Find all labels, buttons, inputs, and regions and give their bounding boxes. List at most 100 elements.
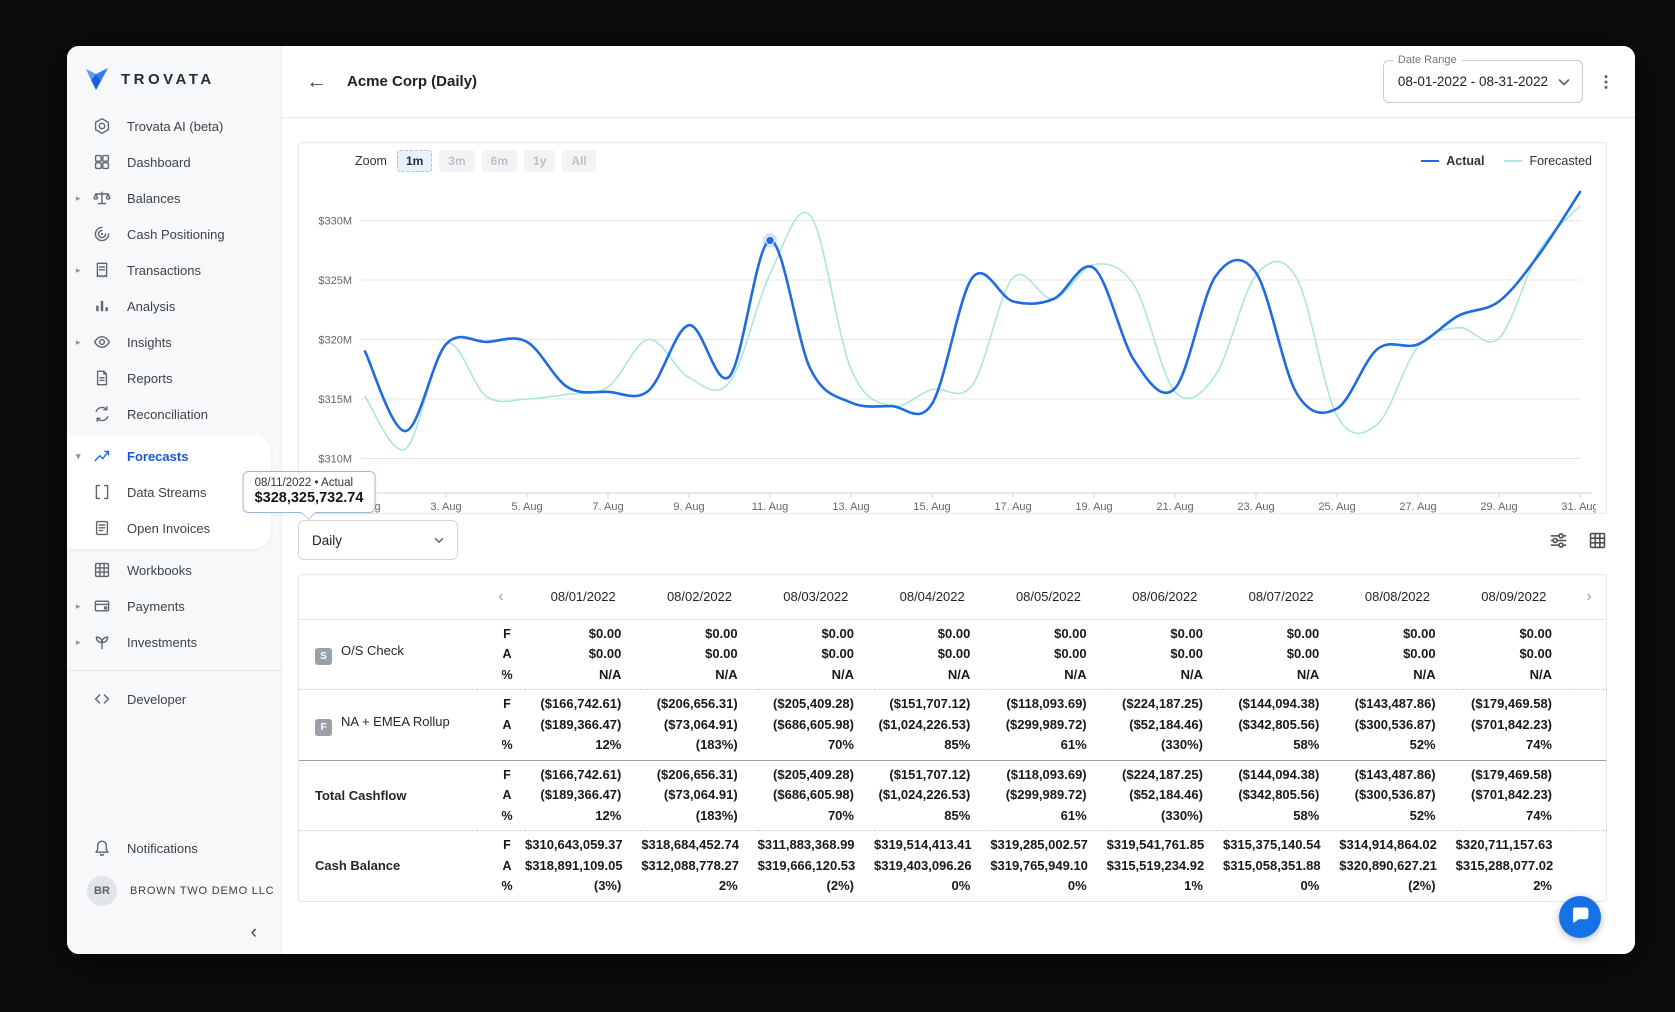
reports-icon [93, 369, 111, 387]
chevron-collapsed-icon[interactable]: ▸ [76, 264, 81, 275]
back-button[interactable]: ← [306, 70, 327, 93]
grid-view-icon[interactable] [1588, 531, 1607, 550]
sidebar-item-open-invoices[interactable]: Open Invoices [67, 510, 271, 546]
forecasts-nav-group: ▾ Forecasts Data Streams Open Invoices [67, 435, 271, 549]
sidebar-collapse-button[interactable]: ‹ [250, 922, 257, 943]
chevron-collapsed-icon[interactable]: ▸ [76, 636, 81, 647]
value-cell: ($151,707.12) ($1,024,226.53) 85% [873, 759, 991, 831]
sidebar: TROVATA Trovata AI (beta) Dashboard ▸ Balan… [67, 46, 282, 954]
metric-labels: F A% [501, 626, 513, 682]
chevron-collapsed-icon[interactable]: ▸ [76, 600, 81, 611]
dashboard-icon [93, 153, 111, 171]
sidebar-item-investments[interactable]: ▸ Investments [67, 624, 281, 660]
sidebar-item-label: Insights [127, 334, 172, 350]
sidebar-item-payments[interactable]: ▸ Payments [67, 588, 281, 624]
chevron-down-icon [1555, 73, 1573, 91]
value-cell: ($206,656.31) ($73,064.91) (183%) [641, 689, 758, 760]
legend-item-forecasted[interactable]: Forecasted [1504, 154, 1592, 168]
forecasts-icon [93, 447, 111, 465]
sidebar-item-label: Transactions [127, 262, 201, 278]
legend-item-actual[interactable]: Actual [1421, 154, 1484, 168]
sidebar-footer: ‹ [67, 915, 281, 954]
stream-type-badge: S [315, 648, 332, 666]
value-cell: ($166,742.61) ($189,366.47) 12% [525, 689, 642, 760]
chevron-expanded-icon[interactable]: ▾ [76, 450, 81, 461]
date-range-select[interactable]: Date Range 08-01-2022 - 08-31-2022 [1382, 54, 1583, 103]
workbooks-icon [93, 561, 111, 579]
value-cell: $0.00 $0.00 N/A [705, 625, 738, 682]
sidebar-item-balances[interactable]: ▸ Balances [67, 180, 281, 216]
metric-labels: F A% [477, 689, 525, 760]
filter-sliders-icon[interactable] [1549, 531, 1568, 550]
account-menu[interactable]: BR BROWN TWO DEMO LLC [67, 867, 281, 915]
svg-text:23. Aug: 23. Aug [1237, 501, 1274, 513]
value-cell: ($118,093.69) ($299,989.72) 61% [990, 689, 1107, 760]
sidebar-item-label: Data Streams [127, 484, 207, 500]
date-range-value: 08-01-2022 - 08-31-2022 [1397, 74, 1548, 89]
value-cell: ($179,469.58) ($701,842.23) 74% [1455, 759, 1572, 831]
sidebar-item-label: Developer [127, 691, 187, 707]
open-invoices-icon [93, 519, 111, 537]
column-header-date: 08/01/2022 [525, 575, 642, 620]
trovata-logo[interactable]: TROVATA [67, 46, 281, 108]
row-label: Cash Balance [299, 830, 477, 901]
row-label[interactable]: F NA + EMEA Rollup [299, 689, 477, 760]
value-cell: ($144,094.38) ($342,805.56) 58% [1222, 759, 1340, 831]
sidebar-item-reconciliation[interactable]: Reconciliation [67, 396, 281, 432]
svg-text:15. Aug: 15. Aug [913, 501, 950, 513]
chevron-collapsed-icon[interactable]: ▸ [76, 336, 81, 347]
sidebar-item-trovata-ai[interactable]: Trovata AI (beta) [67, 108, 281, 144]
notifications-button[interactable]: Notifications [67, 829, 281, 867]
svg-text:13. Aug: 13. Aug [832, 501, 869, 513]
insights-icon [93, 333, 111, 351]
next-dates-button[interactable]: › [1586, 587, 1592, 605]
value-cell: ($205,409.28) ($686,605.98) 70% [757, 689, 874, 760]
sidebar-item-insights[interactable]: ▸ Insights [67, 324, 281, 360]
sidebar-item-reports[interactable]: Reports [67, 360, 281, 396]
table-row: F NA + EMEA Rollup F A% ($166,742.61) ($189,3… [299, 689, 1606, 760]
prev-dates-button[interactable]: ‹ [498, 587, 504, 605]
sidebar-item-workbooks[interactable]: Workbooks [67, 552, 281, 588]
zoom-1m-button[interactable]: 1m [396, 150, 433, 172]
kebab-menu-icon[interactable] [1597, 73, 1615, 91]
sidebar-item-cash-positioning[interactable]: Cash Positioning [67, 216, 281, 252]
zoom-6m-button[interactable]: 6m [481, 150, 517, 172]
chevron-collapsed-icon[interactable]: ▸ [76, 192, 81, 203]
payments-icon [93, 597, 111, 615]
period-select[interactable]: Daily [298, 520, 458, 560]
sidebar-spacer [67, 717, 281, 829]
sidebar-item-transactions[interactable]: ▸ Transactions [67, 252, 281, 288]
value-cell: $314,914,864.02 $320,890,627.21 (2%) [1339, 830, 1456, 901]
value-cell: ($179,469.58) ($701,842.23) 74% [1455, 689, 1572, 760]
sidebar-item-data-streams[interactable]: Data Streams [67, 474, 271, 510]
sidebar-item-dashboard[interactable]: Dashboard [67, 144, 281, 180]
value-cell: $318,684,452.74 $312,088,778.27 2% [641, 830, 758, 901]
sidebar-item-analysis[interactable]: Analysis [67, 288, 281, 324]
trovata-logo-icon [84, 66, 110, 92]
sidebar-item-developer[interactable]: Developer [67, 681, 281, 717]
table-row: Total Cashflow F A% ($166,742.61) ($189,366.… [299, 759, 1606, 831]
account-name: BROWN TWO DEMO LLC [130, 885, 275, 897]
svg-text:$310M: $310M [318, 454, 352, 466]
svg-text:$315M: $315M [318, 394, 352, 406]
zoom-3m-button[interactable]: 3m [439, 150, 475, 172]
sidebar-item-forecasts[interactable]: ▾ Forecasts [67, 438, 271, 474]
zoom-all-button[interactable]: All [562, 150, 596, 172]
avatar: BR [87, 876, 117, 906]
svg-text:$320M: $320M [318, 335, 352, 347]
sidebar-item-label: Balances [127, 190, 181, 206]
row-label[interactable]: S O/S Check [299, 619, 477, 690]
value-cell: ($224,187.25) ($52,184.46) (330%) [1106, 759, 1223, 831]
zoom-buttons: 1m 3m 6m 1y All [396, 150, 603, 172]
table-controls: Daily [298, 520, 1607, 560]
forecast-chart[interactable]: $310M $315M $320M $325M $330M 1. Aug 3. Aug 5. … [309, 173, 1596, 513]
column-header-date: 08/09/2022 [1455, 575, 1572, 620]
column-header-date: 08/02/2022 [641, 575, 758, 620]
metric-labels: F A% [477, 830, 525, 901]
svg-text:25. Aug: 25. Aug [1318, 501, 1355, 513]
chat-launcher-button[interactable] [1559, 896, 1601, 938]
legend-swatch [1504, 160, 1523, 162]
value-cell: ($144,094.38) ($342,805.56) 58% [1222, 689, 1340, 760]
zoom-1y-button[interactable]: 1y [523, 150, 556, 172]
svg-text:19. Aug: 19. Aug [1075, 501, 1112, 513]
